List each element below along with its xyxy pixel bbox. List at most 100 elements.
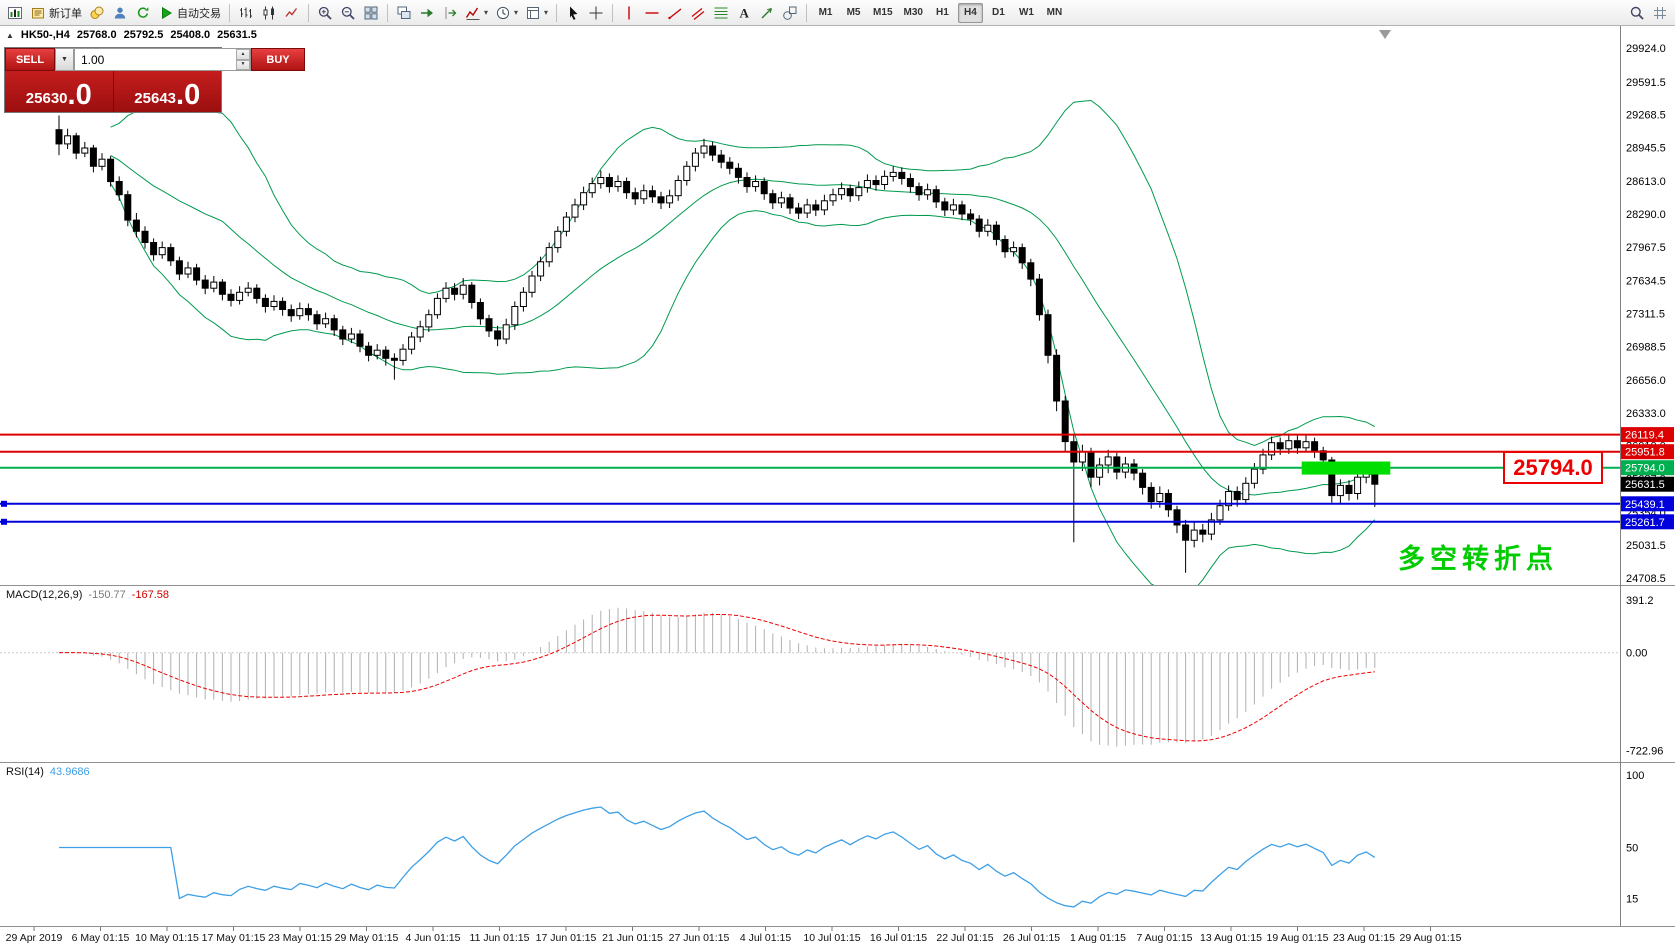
volume-field: ▲ ▼ xyxy=(74,48,251,71)
toolbar: 新订单 自动交易 ▾ ▾ ▾ A M1 M5 M15 M30 H1 H4 D1 W1 MN xyxy=(0,0,1675,26)
chart-shift-marker[interactable] xyxy=(1379,30,1391,39)
bar-chart-button[interactable] xyxy=(235,2,257,24)
timeframe-m30[interactable]: M30 xyxy=(900,3,927,23)
periods-button[interactable]: ▾ xyxy=(492,2,521,24)
vertical-line-tool-button[interactable] xyxy=(618,2,640,24)
svg-text:-722.96: -722.96 xyxy=(1626,745,1663,757)
price-callout-label[interactable]: 25794.0 xyxy=(1503,451,1603,484)
toolbar-right-group xyxy=(1626,2,1671,24)
svg-text:A: A xyxy=(740,5,750,20)
zoom-out-button[interactable] xyxy=(337,2,359,24)
candlestick-chart-icon xyxy=(263,6,274,19)
chart-shift-button[interactable] xyxy=(439,2,461,24)
autotrading-button[interactable]: 自动交易 xyxy=(155,2,224,24)
vertical-line-tool-icon xyxy=(628,6,630,19)
svg-text:391.2: 391.2 xyxy=(1626,595,1654,607)
refresh-icon[interactable] xyxy=(132,2,154,24)
navigator-icon[interactable] xyxy=(109,2,131,24)
macd-name: MACD(12,26,9) xyxy=(6,589,83,601)
timeframe-d1[interactable]: D1 xyxy=(986,3,1011,23)
volume-up-button[interactable]: ▲ xyxy=(236,49,250,60)
svg-text:26119.4: 26119.4 xyxy=(1625,430,1664,442)
text-tool-button[interactable]: A xyxy=(733,2,755,24)
new-order-button[interactable]: 新订单 xyxy=(27,2,85,24)
zoom-in-button[interactable] xyxy=(314,2,336,24)
chart-window-icon[interactable] xyxy=(4,2,26,24)
svg-text:27634.5: 27634.5 xyxy=(1626,276,1666,288)
svg-text:25261.7: 25261.7 xyxy=(1625,517,1665,529)
new-order-icon xyxy=(32,7,44,18)
search-symbol-button[interactable] xyxy=(1626,2,1648,24)
chart-shift-icon xyxy=(445,6,457,19)
fibonacci-tool-button[interactable] xyxy=(710,2,732,24)
volume-dropdown-button[interactable]: ▼ xyxy=(55,48,74,71)
candlestick-chart-button[interactable] xyxy=(258,2,280,24)
cursor-tool-button[interactable] xyxy=(562,2,584,24)
green-rectangle-object[interactable] xyxy=(1301,461,1391,475)
line-chart-icon xyxy=(285,7,298,17)
hline-handle[interactable] xyxy=(1,500,7,507)
buy-button[interactable]: BUY xyxy=(251,48,305,71)
svg-text:23 Aug 01:15: 23 Aug 01:15 xyxy=(1333,932,1395,944)
timeframe-m1[interactable]: M1 xyxy=(813,3,838,23)
channel-tool-button[interactable] xyxy=(687,2,709,24)
dropdown-caret-icon: ▾ xyxy=(484,8,489,17)
timeframe-h4[interactable]: H4 xyxy=(957,2,983,23)
arrow-tool-button[interactable] xyxy=(756,2,778,24)
arrow-tool-icon xyxy=(761,7,773,18)
toolbar-button-label: 新订单 xyxy=(49,7,82,20)
auto-scroll-button[interactable] xyxy=(416,2,438,24)
cascade-windows-icon xyxy=(397,6,411,19)
dropdown-caret-icon: ▾ xyxy=(514,8,519,17)
tile-windows-button[interactable] xyxy=(360,2,382,24)
crosshair-tool-button[interactable] xyxy=(585,2,607,24)
svg-text:25031.5: 25031.5 xyxy=(1626,540,1666,552)
indicators-button[interactable]: ▾ xyxy=(462,2,491,24)
svg-text:4 Jul 01:15: 4 Jul 01:15 xyxy=(740,932,792,944)
svg-text:17 May 01:15: 17 May 01:15 xyxy=(202,932,266,944)
line-chart-button[interactable] xyxy=(281,2,303,24)
fibonacci-tool-icon xyxy=(714,7,728,18)
volume-down-button[interactable]: ▼ xyxy=(236,59,250,70)
templates-button[interactable]: ▾ xyxy=(522,2,551,24)
hline-handle[interactable] xyxy=(1,518,7,525)
timeframe-mn[interactable]: MN xyxy=(1042,3,1067,23)
grid-button[interactable] xyxy=(1649,2,1671,24)
timeframe-h1[interactable]: H1 xyxy=(930,3,955,23)
rsi-scale-labels: 100 50 15 xyxy=(1626,770,1644,905)
svg-text:27 Jun 01:15: 27 Jun 01:15 xyxy=(669,932,730,944)
panel-separators[interactable] xyxy=(0,585,1675,927)
templates-icon xyxy=(527,6,540,19)
svg-text:6 May 01:15: 6 May 01:15 xyxy=(72,932,130,944)
cascade-windows-button[interactable] xyxy=(393,2,415,24)
buy-price[interactable]: 25643 .0 xyxy=(113,71,221,112)
horizontal-line-tool-button[interactable] xyxy=(641,2,663,24)
toolbar-separator xyxy=(556,3,558,22)
svg-text:10 May 01:15: 10 May 01:15 xyxy=(135,932,199,944)
crosshair-tool-icon xyxy=(589,6,603,19)
turning-point-text[interactable]: 多空转折点 xyxy=(1398,544,1558,574)
sell-button[interactable]: SELL xyxy=(5,48,55,71)
market-watch-icon[interactable] xyxy=(86,2,108,24)
svg-text:26988.5: 26988.5 xyxy=(1626,341,1666,353)
search-symbol-icon xyxy=(1630,6,1644,20)
timeframe-m15[interactable]: M15 xyxy=(869,3,896,23)
trendline-tool-button[interactable] xyxy=(664,2,686,24)
svg-text:19 Aug 01:15: 19 Aug 01:15 xyxy=(1267,932,1329,944)
volume-input[interactable] xyxy=(75,49,236,70)
shapes-tool-button[interactable] xyxy=(779,2,801,24)
time-axis-labels[interactable]: 29 Apr 2019 6 May 01:15 10 May 01:15 17 May… xyxy=(6,927,1462,944)
svg-text:50: 50 xyxy=(1626,843,1638,855)
svg-text:25439.1: 25439.1 xyxy=(1625,499,1665,511)
toolbar-main-group: 新订单 自动交易 ▾ ▾ ▾ A M1 M5 M15 M30 H1 H4 D1 W1 MN xyxy=(4,2,1068,24)
sell-price[interactable]: 25630 .0 xyxy=(5,71,114,112)
svg-text:29924.0: 29924.0 xyxy=(1626,43,1666,55)
timeframe-w1[interactable]: W1 xyxy=(1014,3,1039,23)
svg-text:26656.0: 26656.0 xyxy=(1626,375,1666,387)
timeframe-m5[interactable]: M5 xyxy=(841,3,866,23)
svg-text:15: 15 xyxy=(1626,893,1638,905)
horizontal-line-tool-icon xyxy=(645,11,659,14)
grid-icon xyxy=(1654,6,1666,19)
tile-windows-icon xyxy=(364,6,378,19)
